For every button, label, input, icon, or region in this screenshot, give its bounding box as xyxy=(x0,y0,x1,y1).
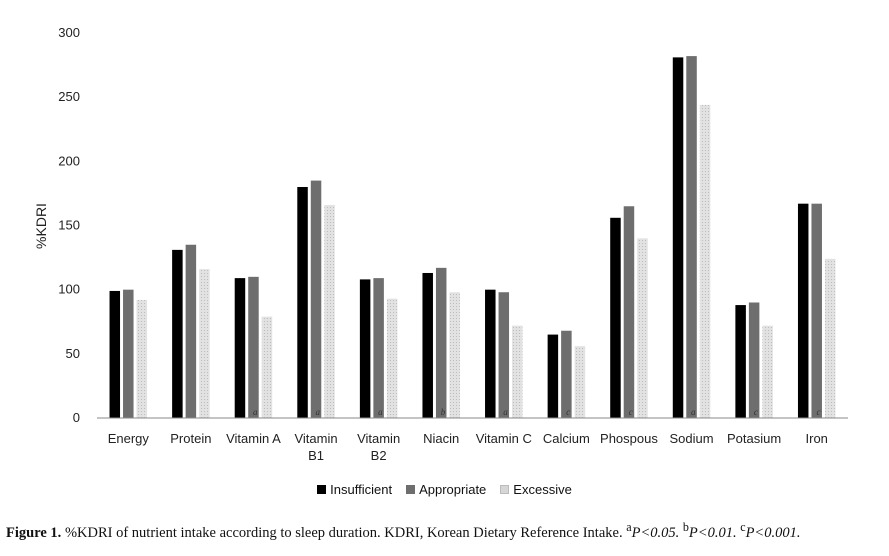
significance-mark: c xyxy=(629,407,633,417)
legend: Insufficient Appropriate Excessive xyxy=(0,482,889,497)
bar-appropriate-potasium xyxy=(748,302,760,418)
y-tick-label: 250 xyxy=(58,89,80,104)
significance-mark: a xyxy=(691,407,696,417)
bar-appropriate-niacin xyxy=(435,267,447,418)
x-tick-label: Protein xyxy=(170,431,211,446)
x-tick-label: Vitamin xyxy=(357,431,400,446)
x-tick-label: B2 xyxy=(371,448,387,463)
figure-caption: Figure 1. %KDRI of nutrient intake accor… xyxy=(6,520,886,542)
caption-note-a: P<0.05. xyxy=(631,524,683,541)
bar-appropriate-calcium xyxy=(561,330,572,418)
bar-appropriate-vitamin-a xyxy=(248,276,259,418)
significance-mark: c xyxy=(566,407,570,417)
significance-mark: a xyxy=(503,407,508,417)
bar-excessive-energy xyxy=(136,299,148,418)
x-axis-labels: Energy Protein Vitamin A Vitamin B1 Vitamin B2… xyxy=(108,431,828,463)
x-tick-label: Vitamin xyxy=(294,431,337,446)
caption-note-c: P<0.001. xyxy=(745,524,801,541)
bar-insufficient-vitamin-a xyxy=(234,278,246,418)
bar-excessive-vitamin-a xyxy=(261,316,273,418)
x-tick-label: B1 xyxy=(308,448,324,463)
bar-excessive-vitamin-c xyxy=(512,325,523,418)
legend-item-excessive: Excessive xyxy=(500,482,572,497)
caption-note-a-sup: a xyxy=(626,520,632,534)
significance-mark: b xyxy=(441,407,446,417)
significance-mark: a xyxy=(378,407,383,417)
y-tick-label: 0 xyxy=(73,410,80,425)
bar-insufficient-calcium xyxy=(547,334,559,418)
legend-label-appropriate: Appropriate xyxy=(419,482,487,497)
legend-item-insufficient: Insufficient xyxy=(317,482,392,497)
bar-appropriate-protein xyxy=(185,244,197,418)
legend-swatch-insufficient xyxy=(317,485,327,494)
bar-excessive-iron xyxy=(824,258,836,418)
x-tick-label: Niacin xyxy=(423,431,459,446)
y-tick-label: 150 xyxy=(58,218,80,233)
x-tick-label: Phospous xyxy=(600,431,658,446)
bar-insufficient-protein xyxy=(172,249,183,418)
y-tick-label: 50 xyxy=(66,346,80,361)
y-tick-label: 300 xyxy=(58,25,80,40)
legend-label-insufficient: Insufficient xyxy=(330,482,393,497)
bar-insufficient-phospous xyxy=(610,217,621,418)
caption-label: Figure 1. xyxy=(6,524,62,541)
legend-swatch-excessive xyxy=(500,485,510,494)
bar-insufficient-sodium xyxy=(672,57,684,418)
caption-text: %KDRI of nutrient intake according to sl… xyxy=(61,524,627,541)
caption-note-c-sup: c xyxy=(740,520,746,534)
caption-note-b: P<0.01. xyxy=(688,524,741,541)
x-tick-label: Vitamin A xyxy=(226,431,281,446)
x-tick-label: Iron xyxy=(806,431,828,446)
bar-chart: %KDRI 0 50 100 150 200 250 300 a a a b a c c a c c Ener… xyxy=(33,25,848,463)
bar-excessive-niacin xyxy=(449,292,460,418)
bar-excessive-vitamin-b2 xyxy=(386,298,398,418)
bar-appropriate-iron xyxy=(811,203,822,418)
bar-appropriate-vitamin-b2 xyxy=(373,278,384,418)
y-axis-label: %KDRI xyxy=(33,203,49,249)
bar-excessive-calcium xyxy=(574,346,586,418)
bar-excessive-phospous xyxy=(637,238,648,418)
x-tick-label: Calcium xyxy=(543,431,590,446)
significance-mark: c xyxy=(816,407,820,417)
significance-mark: a xyxy=(316,407,321,417)
bar-insufficient-vitamin-b2 xyxy=(359,279,371,418)
x-tick-label: Energy xyxy=(108,431,150,446)
bar-insufficient-energy xyxy=(109,290,121,418)
bar-insufficient-niacin xyxy=(422,272,433,418)
bars xyxy=(109,56,836,419)
bar-appropriate-vitamin-b1 xyxy=(310,180,322,418)
bar-excessive-vitamin-b1 xyxy=(324,204,335,418)
y-tick-label: 200 xyxy=(58,153,80,168)
bar-insufficient-potasium xyxy=(735,305,746,418)
significance-mark: c xyxy=(754,407,758,417)
bar-insufficient-iron xyxy=(797,203,809,418)
bar-excessive-potasium xyxy=(762,325,773,418)
y-axis-ticks: 0 50 100 150 200 250 300 xyxy=(58,25,80,425)
legend-item-appropriate: Appropriate xyxy=(406,482,486,497)
legend-label-excessive: Excessive xyxy=(513,482,572,497)
x-tick-label: Sodium xyxy=(670,431,714,446)
significance-mark: a xyxy=(253,407,258,417)
caption-note-b-sup: b xyxy=(682,520,689,534)
legend-swatch-appropriate xyxy=(406,485,416,494)
bar-appropriate-phospous xyxy=(623,206,635,418)
bar-insufficient-vitamin-b1 xyxy=(297,187,308,418)
bar-appropriate-energy xyxy=(123,289,134,418)
bar-excessive-protein xyxy=(199,269,210,418)
bar-excessive-sodium xyxy=(699,104,711,419)
bar-appropriate-sodium xyxy=(686,56,697,418)
bar-insufficient-vitamin-c xyxy=(485,289,496,418)
x-tick-label: Potasium xyxy=(727,431,781,446)
x-tick-label: Vitamin C xyxy=(476,431,532,446)
bar-appropriate-vitamin-c xyxy=(498,292,510,418)
y-tick-label: 100 xyxy=(58,282,80,297)
